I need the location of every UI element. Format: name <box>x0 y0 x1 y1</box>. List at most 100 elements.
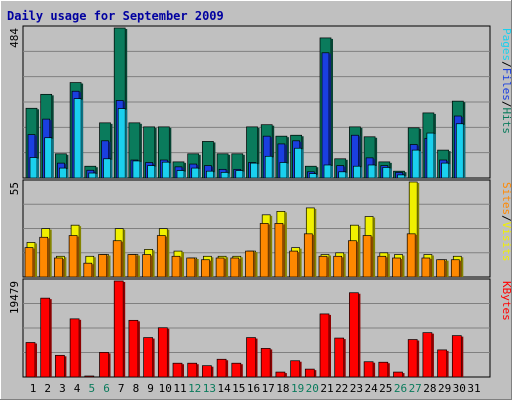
legend-entry: Pages <box>500 28 512 61</box>
bar-shade <box>431 333 434 377</box>
bar-shade <box>268 224 271 277</box>
bar-shade <box>125 109 128 178</box>
bar-kbytes <box>260 348 271 378</box>
bar-shade <box>448 164 451 178</box>
bar-shade <box>51 138 54 178</box>
bar-shade <box>226 360 229 377</box>
bar-sites <box>245 250 254 278</box>
bar-shade <box>255 338 258 377</box>
series-kbytes <box>25 280 464 378</box>
bar-shade <box>240 257 243 277</box>
bar-sites <box>392 257 401 278</box>
bar-sites <box>450 259 460 278</box>
bar-shade <box>257 127 260 178</box>
bar-kbytes <box>172 362 183 378</box>
y-max-label: 19479 <box>8 281 21 314</box>
bar-shade <box>211 257 214 277</box>
bar-pages <box>147 165 155 179</box>
bar-sites <box>83 262 93 278</box>
bar-shade <box>154 127 157 178</box>
bar-files <box>321 52 330 179</box>
panel-1: 484 Pages/Files/Hits <box>8 25 512 179</box>
bar-shade <box>238 259 241 277</box>
bar-shade <box>196 364 199 377</box>
x-tick-label: 8 <box>133 382 140 395</box>
x-tick-label: 21 <box>320 382 333 395</box>
bar-shade <box>356 241 359 277</box>
bar-shade <box>253 252 256 277</box>
bar-pages <box>338 171 347 179</box>
bar-sites <box>112 240 122 278</box>
x-tick-label: 23 <box>350 382 363 395</box>
bar-sites <box>333 255 343 278</box>
legend-entry: / <box>500 61 512 68</box>
x-tick-label: 13 <box>203 382 216 395</box>
bar-shade <box>108 255 111 277</box>
bar-shade <box>345 159 348 178</box>
bar-shade <box>242 154 245 178</box>
bar-kbytes <box>143 337 153 378</box>
bar-kbytes <box>437 349 447 378</box>
x-tick-label: 11 <box>173 382 186 395</box>
bar-shade <box>331 38 333 178</box>
bar-shade <box>284 373 287 377</box>
bar-shade <box>415 234 418 277</box>
bar-kbytes <box>128 319 139 378</box>
bar-shade <box>402 373 405 377</box>
bar-shade <box>463 124 466 178</box>
bar-pages <box>441 162 449 179</box>
series-pages <box>29 98 466 179</box>
bar-shade <box>123 282 126 377</box>
bar-shade <box>213 142 216 178</box>
bar-sites <box>421 257 431 278</box>
bar-shade <box>375 165 378 178</box>
panel-3: 19479 KBytes <box>8 278 512 378</box>
bar-kbytes <box>378 361 389 378</box>
bar-kbytes <box>393 371 403 378</box>
bar-kbytes <box>157 327 168 378</box>
bar-shade <box>152 338 155 377</box>
bar-shade <box>314 208 317 277</box>
x-tick-label: 25 <box>379 382 392 395</box>
bar-shade <box>404 172 407 178</box>
bar-shade <box>66 169 69 178</box>
bar-shade <box>79 319 82 377</box>
bar-sites <box>156 235 166 278</box>
chart-title: Daily usage for September 2009 <box>7 9 224 23</box>
y-max-label: 55 <box>8 182 21 195</box>
legend-entry: / <box>500 101 512 108</box>
bar-kbytes <box>40 297 51 378</box>
bar-kbytes <box>422 332 433 378</box>
bar-kbytes <box>113 280 124 378</box>
bar-shade <box>93 257 96 277</box>
bar-shade <box>404 175 407 178</box>
bar-shade <box>33 248 35 277</box>
bar-kbytes <box>25 342 36 378</box>
bar-kbytes <box>99 352 109 378</box>
bar-kbytes <box>84 375 95 378</box>
bar-sites <box>318 255 328 278</box>
x-tick-label: 22 <box>335 382 348 395</box>
bar-shade <box>242 171 245 178</box>
x-tick-label: 29 <box>438 382 451 395</box>
bar-shade <box>316 167 319 178</box>
bar-shade <box>35 243 37 277</box>
bar-sites <box>274 223 284 278</box>
bar-shade <box>194 259 197 277</box>
bar-shade <box>446 260 449 277</box>
bar-shade <box>47 238 50 277</box>
bar-shade <box>95 174 98 178</box>
bar-shade <box>49 299 52 377</box>
bar-sites <box>303 233 313 278</box>
bar-pages <box>59 167 67 179</box>
bar-shade <box>66 154 69 178</box>
bar-kbytes <box>407 339 418 378</box>
bar-sites <box>259 223 269 278</box>
bar-pages <box>279 162 288 179</box>
bar-pages <box>88 172 97 179</box>
bar-shade <box>358 226 361 277</box>
bar-kbytes <box>69 318 80 378</box>
bar-sites <box>230 257 240 278</box>
y-max-label: 484 <box>8 28 21 48</box>
